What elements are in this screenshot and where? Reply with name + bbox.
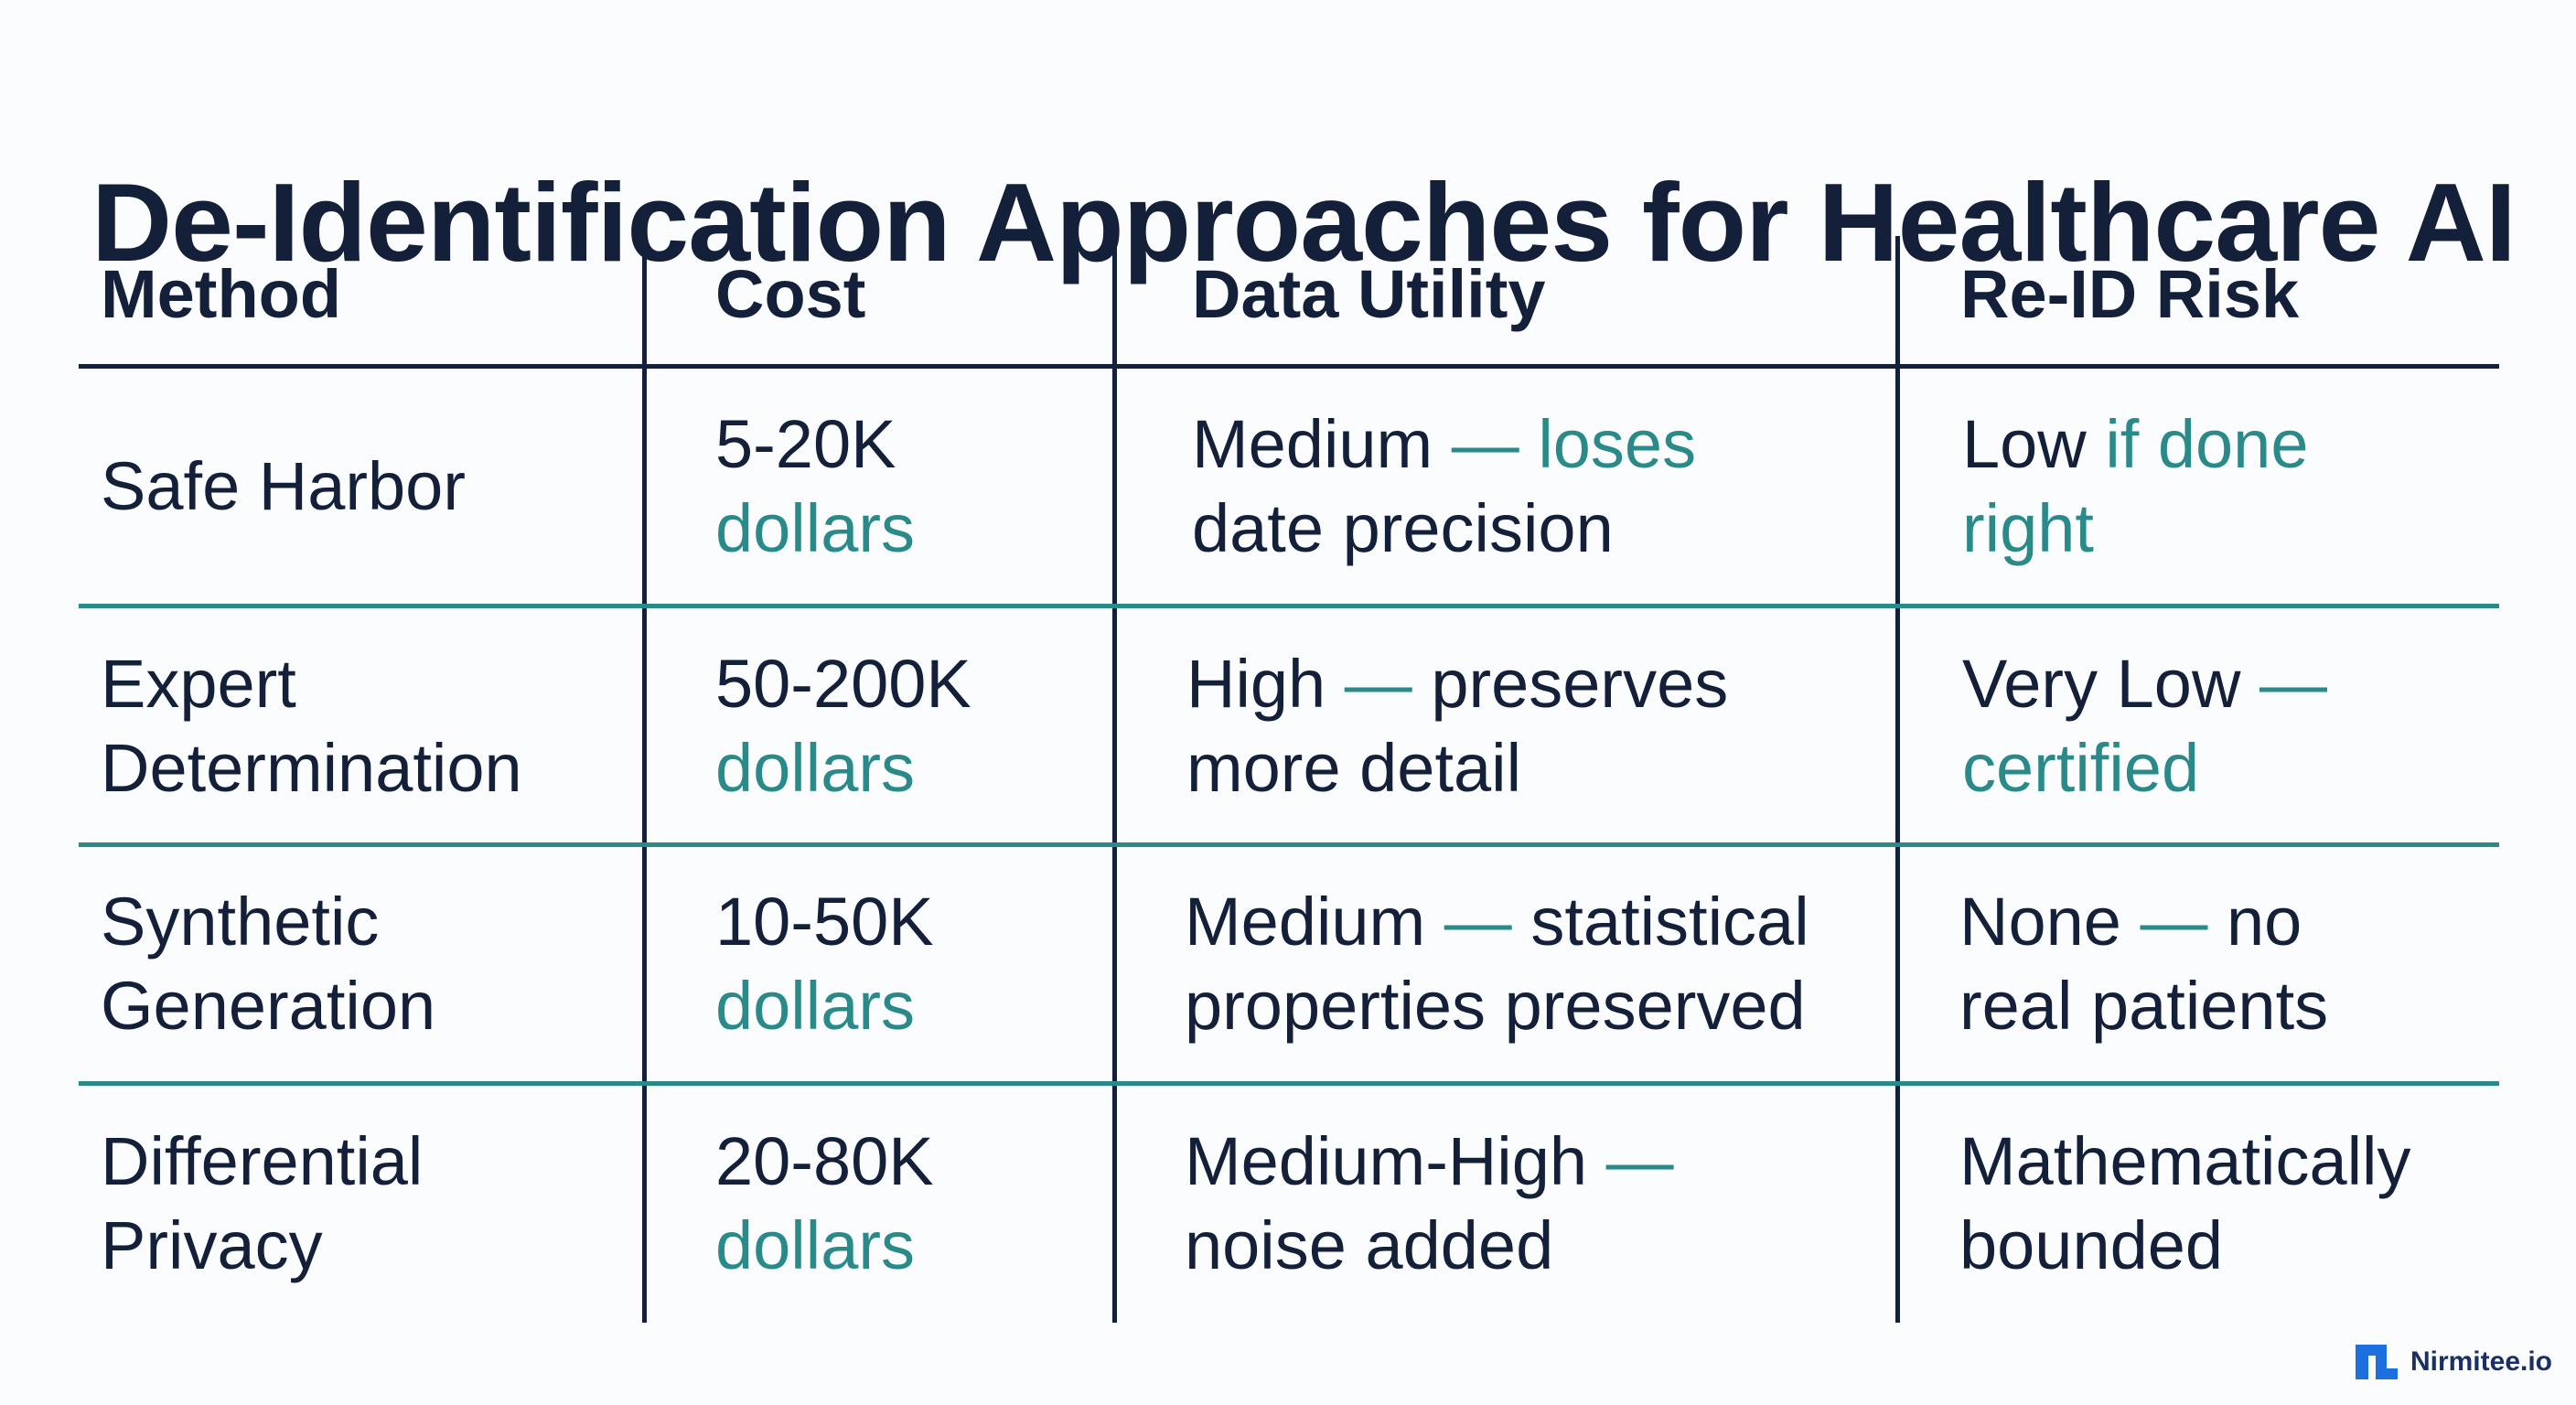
table-row-risk: Low if done right (1962, 402, 2309, 571)
column-divider-1 (642, 236, 647, 1323)
column-divider-3 (1895, 236, 1900, 1323)
utility-note: — loses (1451, 406, 1697, 482)
cost-unit: dollars (715, 730, 915, 806)
table-row-risk: None — no real patients (1959, 880, 2328, 1048)
cost-value: 5-20K (715, 406, 896, 482)
method-label: Synthetic (101, 884, 380, 960)
method-label: Expert (101, 646, 296, 722)
table-row-utility: Medium-High — noise added (1185, 1120, 1674, 1288)
cost-value: 10-50K (715, 884, 934, 960)
utility-detail: properties preserved (1185, 968, 1806, 1044)
method-label: Determination (101, 730, 522, 806)
risk-dash: — (2259, 646, 2327, 722)
header-method: Method (101, 256, 342, 332)
cost-unit: dollars (715, 968, 915, 1044)
cost-unit: dollars (715, 1207, 915, 1283)
table-row-risk: Mathematically bounded (1959, 1120, 2411, 1288)
utility-detail: noise added (1185, 1207, 1554, 1283)
risk-level: Low (1962, 406, 2106, 482)
table-row-cost: 5-20K dollars (715, 402, 915, 571)
header-cost: Cost (715, 256, 866, 332)
method-label: Privacy (101, 1207, 323, 1283)
risk-detail: certified (1962, 730, 2200, 806)
header-data-utility: Data Utility (1192, 256, 1546, 332)
row-divider-2 (79, 842, 2499, 847)
table-row-cost: 10-50K dollars (715, 880, 934, 1048)
utility-level: Medium (1185, 884, 1444, 960)
risk-detail: real patients (1959, 968, 2329, 1044)
cost-value: 20-80K (715, 1123, 934, 1199)
nirmitee-logo-icon (2355, 1345, 2398, 1379)
risk-detail: right (1962, 490, 2094, 566)
risk-note: no (2227, 884, 2302, 960)
table-row-cost: 20-80K dollars (715, 1120, 934, 1288)
risk-detail: bounded (1959, 1207, 2224, 1283)
utility-note: preserves (1431, 646, 1729, 722)
utility-dash: — (1344, 646, 1432, 722)
risk-dash: — (2140, 884, 2227, 960)
page-title: De-Identification Approaches for Healthc… (91, 159, 2517, 284)
row-divider-1 (79, 604, 2499, 608)
brand-footer[interactable]: Nirmitee.io (2355, 1345, 2552, 1379)
risk-level: None (1959, 884, 2141, 960)
utility-detail: more detail (1186, 730, 1522, 806)
utility-level: Medium-High (1185, 1123, 1606, 1199)
utility-level: High (1186, 646, 1345, 722)
brand-name: Nirmitee.io (2410, 1346, 2552, 1377)
utility-dash: — (1605, 1123, 1674, 1199)
utility-dash: — (1444, 884, 1531, 960)
table-row-method: Differential Privacy (101, 1120, 423, 1288)
table-row-method: Expert Determination (101, 642, 522, 810)
risk-note: if done (2105, 406, 2309, 482)
table-row-risk: Very Low — certified (1962, 642, 2327, 810)
table-row-cost: 50-200K dollars (715, 642, 971, 810)
method-label: Safe Harbor (101, 448, 466, 524)
cost-value: 50-200K (715, 646, 971, 722)
utility-level: Medium (1192, 406, 1452, 482)
row-divider-3 (79, 1081, 2499, 1086)
table-row-utility: Medium — loses date precision (1192, 402, 1696, 571)
utility-note: statistical (1530, 884, 1809, 960)
method-label: Generation (101, 968, 436, 1044)
header-divider (79, 364, 2499, 369)
risk-level: Mathematically (1959, 1123, 2411, 1199)
table-row-utility: High — preserves more detail (1186, 642, 1728, 810)
utility-detail: date precision (1192, 490, 1614, 566)
cost-unit: dollars (715, 490, 915, 566)
header-reid-risk: Re-ID Risk (1960, 256, 2300, 332)
method-label: Differential (101, 1123, 424, 1199)
table-row-utility: Medium — statistical properties preserve… (1185, 880, 1809, 1048)
table-row-method: Synthetic Generation (101, 880, 435, 1048)
risk-level: Very Low (1962, 646, 2259, 722)
table-row-method: Safe Harbor (101, 445, 466, 529)
column-divider-2 (1112, 236, 1117, 1323)
